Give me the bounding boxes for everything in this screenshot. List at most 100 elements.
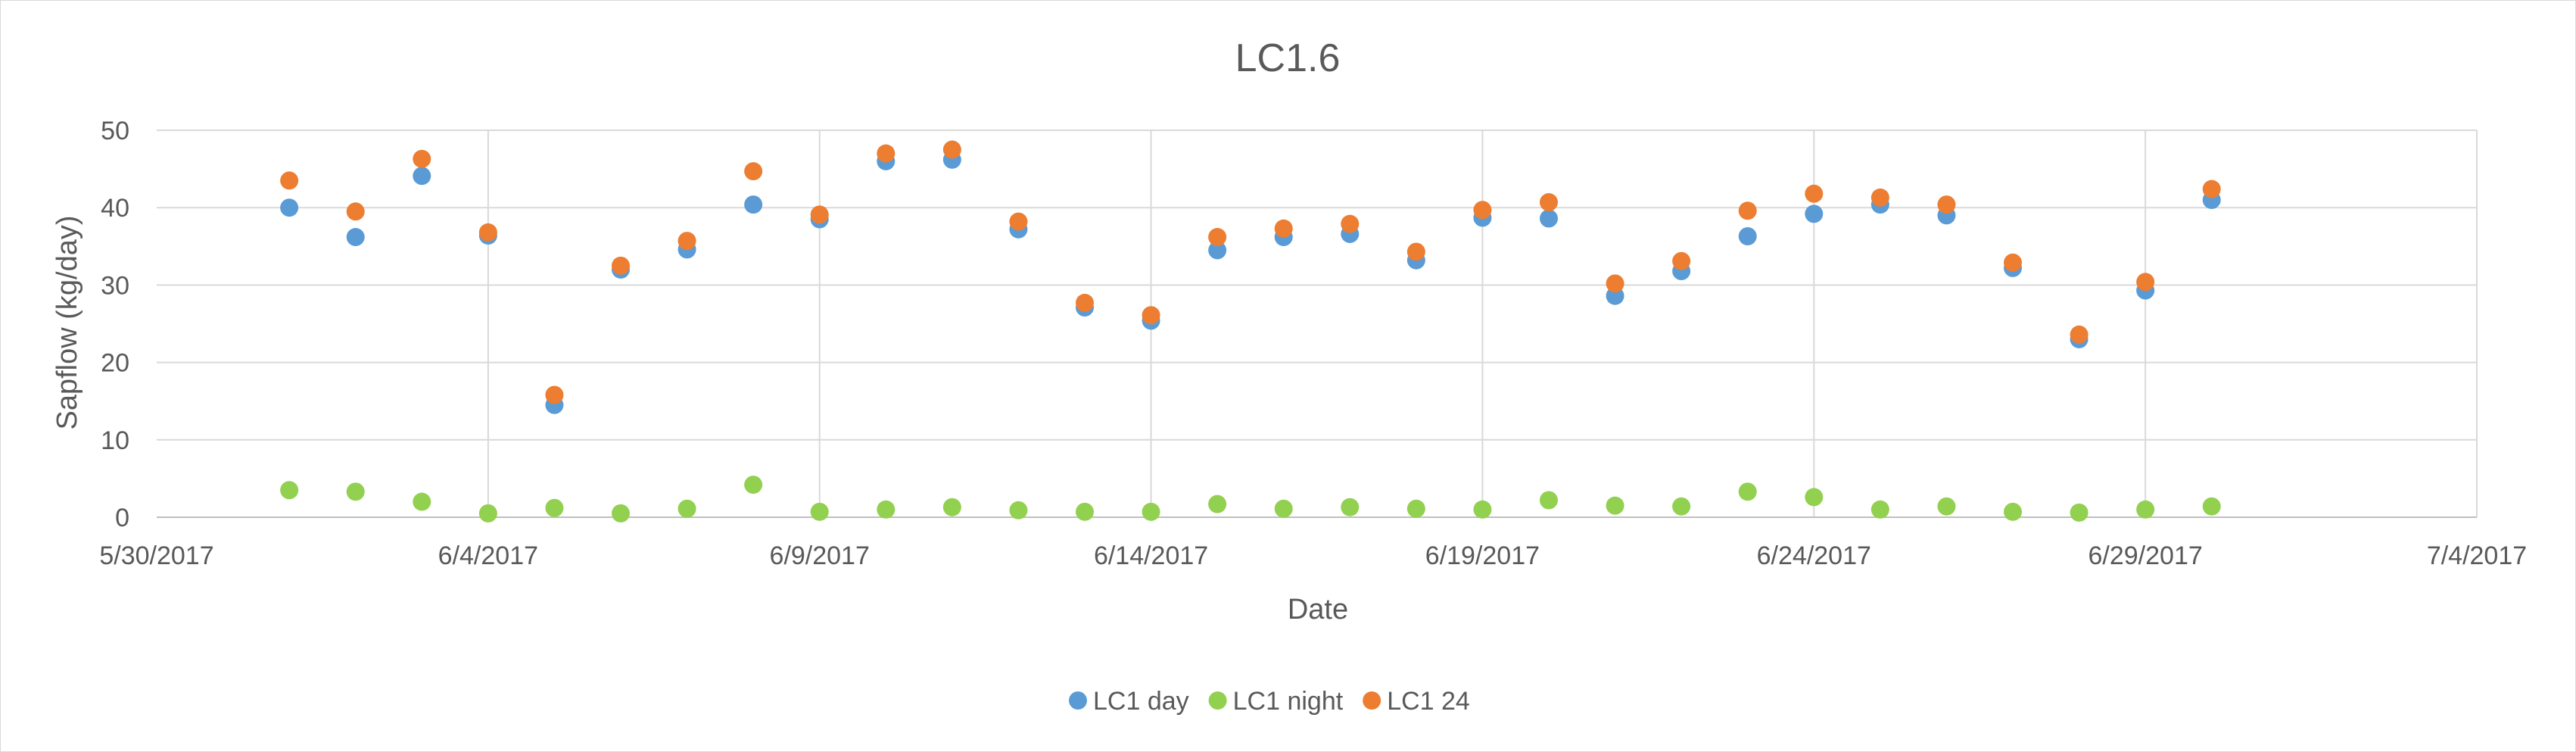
data-point [2202, 179, 2221, 198]
data-point [413, 167, 431, 186]
data-point [1406, 242, 1425, 261]
data-point [612, 256, 630, 275]
x-tick-label: 6/4/2017 [438, 541, 538, 570]
y-tick-label: 40 [101, 194, 129, 223]
data-point [1208, 241, 1227, 260]
data-point [877, 144, 896, 163]
data-point [280, 198, 299, 217]
data-point [677, 232, 696, 251]
data-point [2070, 325, 2089, 344]
series-lc1-day [280, 150, 2221, 414]
data-point [1672, 497, 1691, 516]
data-point [877, 500, 896, 519]
data-point [2136, 500, 2155, 519]
data-point [1540, 491, 1558, 510]
data-point [1142, 502, 1160, 521]
data-point [346, 482, 365, 501]
data-point [280, 171, 299, 190]
data-point [1406, 499, 1425, 518]
data-point [2070, 503, 2089, 522]
data-point [810, 502, 829, 521]
data-point [1076, 293, 1094, 312]
data-point [1009, 501, 1028, 520]
gridlines [157, 129, 2478, 517]
chart-title: LC1.6 [1235, 36, 1341, 80]
data-point [942, 140, 961, 159]
x-tick-label: 6/9/2017 [770, 541, 870, 570]
data-point [1606, 496, 1624, 515]
y-axis-title: Sapflow (kg/day) [51, 215, 83, 429]
data-point [478, 504, 497, 523]
data-point [1738, 227, 1757, 246]
data-point [1738, 482, 1757, 501]
legend-marker [1208, 691, 1227, 710]
x-tick-label: 5/30/2017 [99, 541, 213, 570]
legend-item: LC1 day [1069, 687, 1189, 716]
data-point [1870, 188, 1889, 207]
data-point [1937, 195, 1956, 214]
x-tick-label: 6/29/2017 [2089, 541, 2203, 570]
data-point [677, 499, 696, 518]
x-tick-label: 6/14/2017 [1094, 541, 1208, 570]
y-tick-label: 50 [101, 117, 129, 145]
data-point [612, 504, 630, 523]
legend-marker [1069, 691, 1087, 710]
data-point [1805, 184, 1824, 203]
data-point [2136, 273, 2155, 292]
data-point [1805, 488, 1824, 507]
x-tick-label: 6/24/2017 [1757, 541, 1871, 570]
data-point [1738, 201, 1757, 220]
legend-label: LC1 night [1233, 687, 1344, 716]
data-point [1540, 193, 1558, 212]
data-point [1142, 306, 1160, 325]
data-point [478, 223, 497, 242]
data-point [413, 492, 431, 511]
data-point [1937, 497, 1956, 516]
y-tick-label: 10 [101, 426, 129, 455]
legend-item: LC1 24 [1363, 687, 1470, 716]
data-point [1805, 204, 1824, 223]
x-axis-ticks: 5/30/2017 6/4/2017 6/9/2017 6/14/2017 6/19/2… [99, 541, 2527, 570]
x-axis-title: Date [1288, 594, 1348, 626]
data-point [1274, 219, 1293, 238]
data-point [2004, 502, 2022, 521]
y-axis-ticks: 0 10 20 30 40 50 [101, 117, 129, 532]
data-point [1672, 251, 1691, 270]
legend-marker [1363, 691, 1381, 710]
data-point [744, 195, 763, 214]
data-point [545, 385, 564, 404]
legend: LC1 day LC1 night LC1 24 [1069, 687, 1470, 716]
data-point [1274, 499, 1293, 518]
legend-item: LC1 night [1208, 687, 1344, 716]
data-point [1473, 500, 1492, 519]
data-point [2004, 253, 2022, 272]
data-point [1540, 209, 1558, 228]
data-point [346, 228, 365, 247]
legend-label: LC1 day [1093, 687, 1189, 716]
x-tick-label: 6/19/2017 [1425, 541, 1540, 570]
data-point [2202, 497, 2221, 516]
data-point [346, 202, 365, 221]
data-point [1341, 498, 1360, 516]
data-point [1076, 502, 1094, 521]
data-point [1870, 500, 1889, 519]
y-tick-label: 0 [115, 504, 129, 532]
data-point [1473, 201, 1492, 220]
data-point [942, 498, 961, 516]
series-lc1-night [280, 476, 2221, 523]
data-point [413, 149, 431, 168]
data-point [744, 162, 763, 181]
data-point [1208, 228, 1227, 247]
x-tick-label: 7/4/2017 [2427, 541, 2527, 570]
y-tick-label: 20 [101, 349, 129, 378]
data-point [280, 481, 299, 500]
legend-label: LC1 24 [1387, 687, 1470, 716]
data-point [1208, 495, 1227, 513]
data-point [810, 205, 829, 224]
data-point [744, 476, 763, 495]
y-tick-label: 30 [101, 271, 129, 300]
data-point [545, 498, 564, 517]
data-points [280, 140, 2221, 523]
